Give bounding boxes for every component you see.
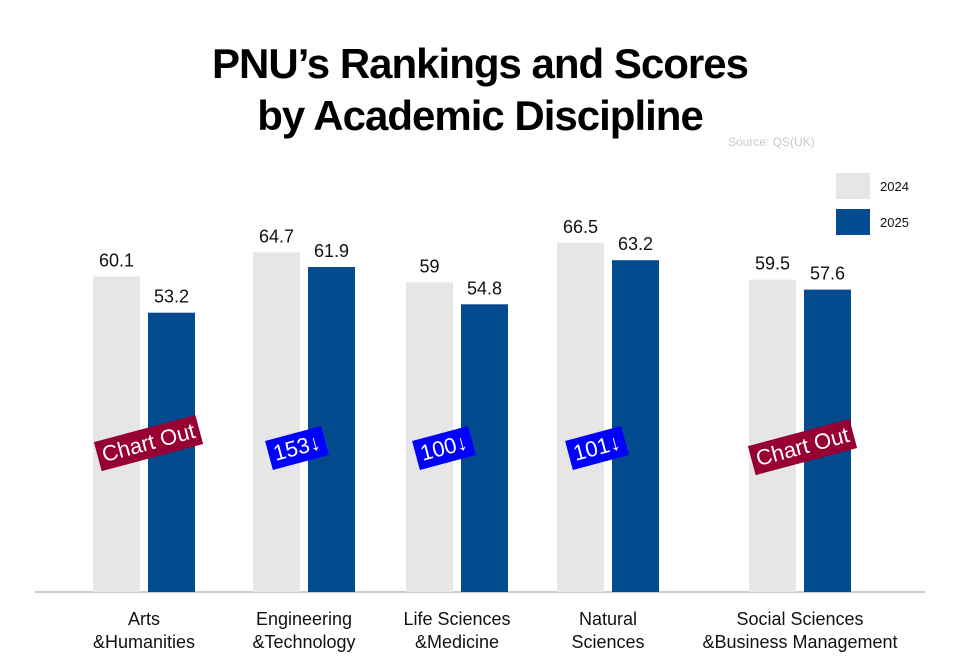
- category-label-line: Life Sciences: [403, 609, 511, 629]
- legend-swatch-2024: [836, 173, 870, 199]
- category-label-line: Natural: [578, 609, 638, 629]
- data-label-2024: 59: [419, 256, 439, 276]
- data-label-2025: 53.2: [154, 287, 189, 307]
- data-label-2024: 66.5: [563, 217, 598, 237]
- legend-label-2024: 2024: [880, 179, 909, 194]
- data-label-2024: 60.1: [99, 250, 134, 270]
- category-label-line: Engineering: [255, 609, 353, 629]
- category-label-line: &Humanities: [92, 632, 196, 652]
- legend-swatch-2025: [836, 209, 870, 235]
- category-label-line: &Technology: [252, 632, 356, 652]
- category-label-line: Social Sciences: [736, 609, 864, 629]
- category-label-line: Arts: [127, 609, 160, 629]
- chart-title: PNU’s Rankings and Scores by Academic Di…: [0, 38, 960, 142]
- category-label-line: Sciences: [571, 632, 645, 652]
- category-label-line: &Business Management: [702, 632, 898, 652]
- data-label-2025: 54.8: [467, 278, 502, 298]
- category-label: Engineering &Technology: [184, 608, 424, 654]
- category-label-line: &Medicine: [414, 632, 500, 652]
- category-label: Natural Sciences: [488, 608, 728, 654]
- category-label: Life Sciences &Medicine: [337, 608, 577, 654]
- source-note: Source: QS(UK): [728, 135, 815, 149]
- title-line-1: PNU’s Rankings and Scores: [212, 40, 749, 87]
- bar-2024-3: [557, 242, 604, 592]
- data-label-2025: 63.2: [618, 234, 653, 254]
- data-label-2024: 59.5: [755, 254, 790, 274]
- bar-2024-1: [253, 252, 300, 592]
- category-label: Social Sciences &Business Management: [680, 608, 920, 654]
- legend-label-2025: 2025: [880, 215, 909, 230]
- data-label-2024: 64.7: [259, 226, 294, 246]
- data-label-2025: 61.9: [314, 241, 349, 261]
- title-line-2: by Academic Discipline: [257, 92, 704, 139]
- data-label-2025: 57.6: [810, 264, 845, 284]
- category-label: Arts &Humanities: [24, 608, 264, 654]
